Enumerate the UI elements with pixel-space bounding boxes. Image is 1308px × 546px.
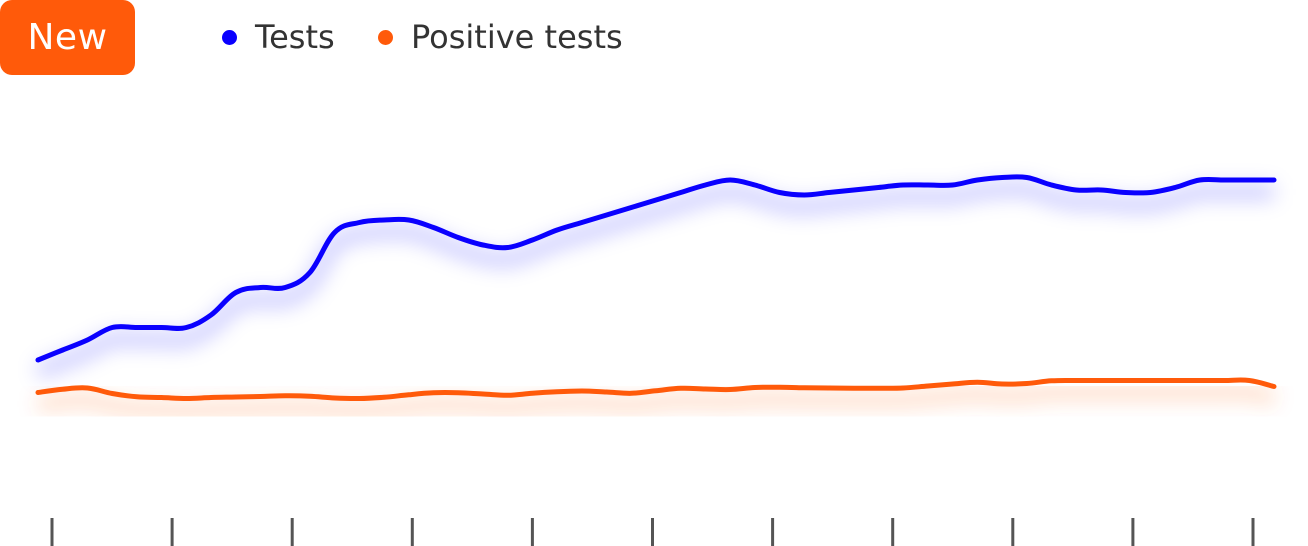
x-axis-ticks (50, 518, 1255, 546)
new-badge: New (0, 0, 135, 75)
legend-item-positive-tests: Positive tests (378, 14, 623, 60)
legend-item-tests: Tests (222, 14, 335, 60)
legend-dot-tests (222, 29, 237, 45)
legend-label-tests: Tests (255, 18, 335, 56)
series-glow-positive-tests (37, 385, 1276, 418)
new-badge-label: New (27, 17, 108, 58)
series-line-tests (35, 174, 1277, 363)
series-glow-tests (35, 181, 1274, 379)
series-lines (35, 174, 1277, 402)
series-line-positive-tests (35, 377, 1277, 402)
legend-dot-positive-tests (378, 29, 393, 45)
legend-label-positive-tests: Positive tests (411, 18, 623, 56)
series-glows (35, 181, 1276, 418)
